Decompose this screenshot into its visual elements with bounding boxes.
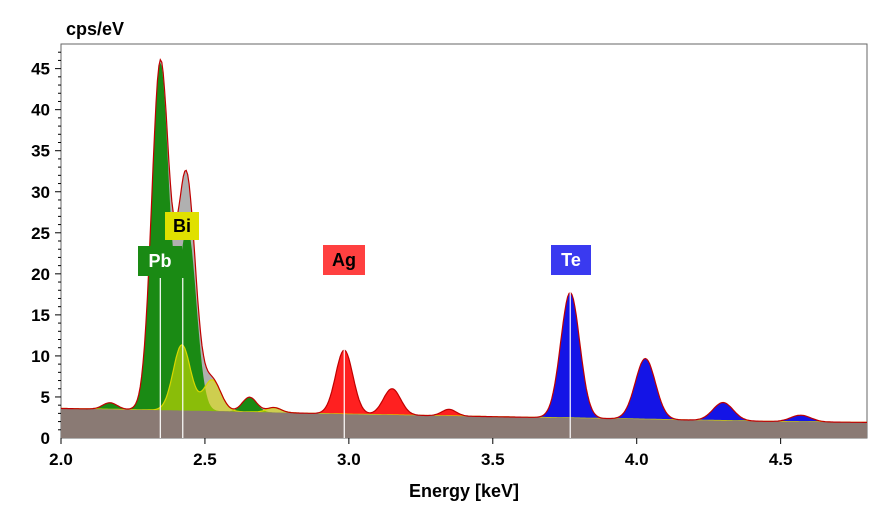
envelope-line [60, 58, 867, 423]
x-tick-label: 2.5 [193, 450, 217, 469]
x-axis-title: Energy [keV] [409, 481, 519, 501]
element-label-box-te [551, 245, 591, 275]
y-tick-label: 10 [31, 347, 50, 366]
element-label-ag: Ag [332, 250, 356, 270]
x-tick-label: 4.5 [769, 450, 793, 469]
y-axis-title: cps/eV [66, 19, 124, 39]
y-tick-label: 5 [41, 388, 50, 407]
series-pb-area [61, 62, 867, 438]
x-tick-label: 4.0 [625, 450, 649, 469]
x-tick-label: 2.0 [49, 450, 73, 469]
element-label-box-bi [165, 212, 199, 240]
y-tick-label: 20 [31, 265, 50, 284]
y-tick-label: 15 [31, 306, 50, 325]
element-label-box-ag [323, 245, 365, 275]
x-tick-label: 3.5 [481, 450, 505, 469]
y-tick-label: 40 [31, 101, 50, 120]
background-area [61, 408, 867, 438]
element-label-bi: Bi [173, 216, 191, 236]
y-tick-label: 35 [31, 142, 50, 161]
y-tick-label: 30 [31, 183, 50, 202]
y-tick-label: 25 [31, 224, 50, 243]
spectrum-series [60, 58, 867, 438]
axes: 2.0 2.5 3.0 3.5 4.0 4.5 0 5 10 15 20 25 30 35 40 45 [31, 51, 793, 469]
x-tick-label: 3.0 [337, 450, 361, 469]
y-tick-label: 0 [41, 429, 50, 448]
y-tick-label: 45 [31, 60, 50, 79]
element-label-te: Te [561, 250, 581, 270]
element-label-box-pb [138, 246, 182, 276]
element-label-pb: Pb [148, 251, 171, 271]
